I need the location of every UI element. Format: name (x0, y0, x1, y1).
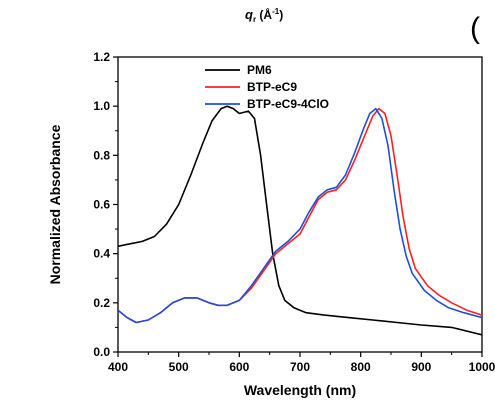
x-axis-title: Wavelength (nm) (244, 382, 356, 398)
header-axis-label: qr (Å-1) (245, 7, 283, 24)
x-tick-label: 800 (351, 360, 371, 374)
legend-label: BTP-eC9-4ClO (247, 97, 329, 111)
series-line-btp-ec9-4clo (118, 107, 482, 324)
header-axis-unit-close: ) (279, 8, 283, 22)
header-axis-symbol: q (245, 7, 253, 22)
legend-entry-pm6: PM6 (205, 63, 272, 77)
cropped-header-fragment: qr (Å-1) ( (245, 7, 480, 45)
y-tick-label: 0.0 (93, 345, 110, 359)
header-axis-subscript: r (253, 15, 256, 24)
y-axis-title: Normalized Absorbance (47, 124, 63, 284)
x-tick-label: 600 (229, 360, 249, 374)
series-group (118, 105, 482, 336)
legend-entry-btp-ec9-4clo: BTP-eC9-4ClO (205, 97, 329, 111)
x-tick-label: 400 (108, 360, 128, 374)
y-tick-label: 0.2 (93, 296, 110, 310)
y-axis-ticks: 0.0 0.2 0.4 0.6 0.8 1.0 1.2 (93, 50, 118, 359)
header-axis-unit: (Å (256, 7, 272, 22)
y-tick-label: 1.0 (93, 99, 110, 113)
y-tick-label: 0.4 (93, 247, 110, 261)
x-tick-label: 1000 (469, 360, 495, 374)
x-axis-ticks: 400 500 600 700 800 900 1000 (108, 352, 495, 374)
x-tick-label: 500 (169, 360, 189, 374)
series-line-pm6 (118, 105, 482, 336)
y-tick-label: 1.2 (93, 50, 110, 64)
x-tick-label: 700 (290, 360, 310, 374)
panel-letter-fragment: ( (470, 12, 480, 45)
y-tick-label: 0.6 (93, 198, 110, 212)
x-tick-label: 900 (411, 360, 431, 374)
y-tick-label: 0.8 (93, 148, 110, 162)
legend: PM6 BTP-eC9 BTP-eC9-4ClO (205, 63, 329, 111)
header-axis-unit-exponent: -1 (272, 7, 280, 16)
legend-label: BTP-eC9 (247, 80, 297, 94)
legend-entry-btp-ec9: BTP-eC9 (205, 80, 297, 94)
legend-label: PM6 (247, 63, 272, 77)
